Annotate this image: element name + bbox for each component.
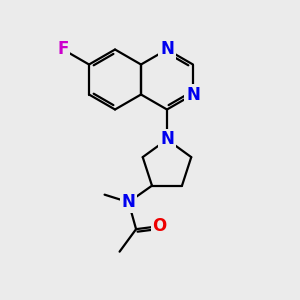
Text: F: F <box>57 40 69 58</box>
Text: N: N <box>160 40 174 58</box>
Text: N: N <box>160 130 174 148</box>
Text: N: N <box>122 193 136 211</box>
Text: N: N <box>186 85 200 103</box>
Text: O: O <box>152 217 167 235</box>
